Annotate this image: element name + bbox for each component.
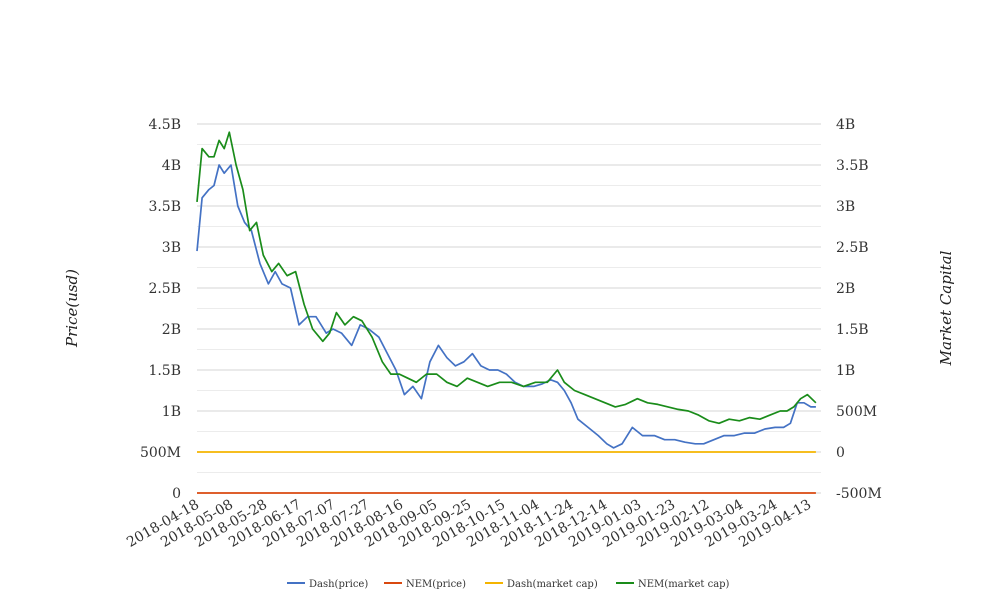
right-tick-label: 1.5B — [836, 322, 869, 338]
right-tick-label: 3.5B — [836, 158, 869, 174]
right-tick-label: 3B — [836, 199, 855, 215]
left-tick-label: 1B — [162, 404, 181, 420]
right-tick-label: 2B — [836, 281, 855, 297]
legend-item: NEM(market cap) — [616, 579, 730, 590]
left-tick-label: 2B — [162, 322, 181, 338]
right-tick-label: 500M — [836, 404, 877, 420]
left-tick-label: 3B — [162, 240, 181, 256]
right-axis-title: Market Capital — [937, 250, 955, 366]
left-tick-label: 500M — [140, 445, 181, 461]
right-tick-label: 0 — [836, 445, 845, 461]
legend: Dash(price) NEM(price) Dash(market cap) NEM… — [287, 579, 730, 590]
left-axis-ticks: 0 500M 1B 1.5B 2B 2.5B 3B 3.5B 4B 4.5B — [140, 117, 181, 502]
series-lines — [196, 131, 817, 494]
left-tick-label: 2.5B — [148, 281, 181, 297]
right-tick-label: 4B — [836, 117, 855, 133]
series-line-dash-price — [196, 164, 816, 449]
left-tick-label: 4B — [162, 158, 181, 174]
left-tick-label: 4.5B — [148, 117, 181, 133]
right-axis-ticks: -500M 0 500M 1B 1.5B 2B 2.5B 3B 3.5B 4B — [836, 117, 882, 502]
left-axis-title: Price(usd) — [63, 269, 81, 348]
legend-label: NEM(market cap) — [638, 579, 730, 590]
legend-label: Dash(price) — [309, 579, 368, 590]
x-axis-ticks: 2018-04-182018-05-082018-05-282018-06-17… — [124, 497, 814, 551]
series-line-nem-market-cap — [196, 131, 817, 425]
left-tick-label: 0 — [172, 486, 181, 502]
legend-item: Dash(market cap) — [485, 579, 598, 590]
legend-label: Dash(market cap) — [507, 579, 598, 590]
left-tick-label: 1.5B — [148, 363, 181, 379]
right-tick-label: 1B — [836, 363, 855, 379]
left-tick-label: 3.5B — [148, 199, 181, 215]
right-tick-label: 2.5B — [836, 240, 869, 256]
right-tick-label: -500M — [836, 486, 882, 502]
gridlines — [197, 123, 821, 494]
legend-label: NEM(price) — [406, 579, 466, 590]
legend-item: Dash(price) — [287, 579, 368, 590]
legend-item: NEM(price) — [384, 579, 466, 590]
